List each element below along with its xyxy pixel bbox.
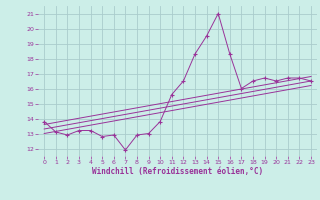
X-axis label: Windchill (Refroidissement éolien,°C): Windchill (Refroidissement éolien,°C) [92,167,263,176]
